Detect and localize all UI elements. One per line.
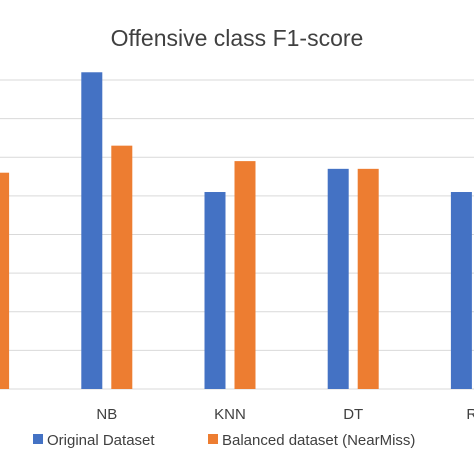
bar-dt-series-1: [327, 168, 349, 389]
bar-svm-series-2: [0, 172, 10, 389]
legend-label: Original Dataset: [47, 432, 155, 449]
bar-nb-series-1: [81, 72, 103, 390]
bar-nb-series-2: [111, 145, 133, 389]
x-tick-label: RF: [466, 406, 474, 423]
legend-label: Balanced dataset (NearMiss): [222, 432, 415, 449]
x-tick-label: NB: [96, 406, 117, 423]
bar-knn-series-2: [234, 161, 256, 389]
bar-knn-series-1: [204, 192, 226, 389]
bars: [0, 72, 472, 390]
x-axis-ticks: SVMNBKNNDTRF: [96, 406, 474, 423]
x-tick-label: DT: [343, 406, 363, 423]
legend-swatch: [33, 434, 43, 444]
x-tick-label: KNN: [214, 406, 246, 423]
chart-title: Offensive class F1-score: [111, 25, 364, 51]
bar-dt-series-2: [357, 168, 379, 389]
bar-rf-series-1: [450, 192, 472, 389]
legend: Original Dataset Balanced dataset (NearMi…: [33, 432, 415, 449]
legend-swatch: [208, 434, 218, 444]
